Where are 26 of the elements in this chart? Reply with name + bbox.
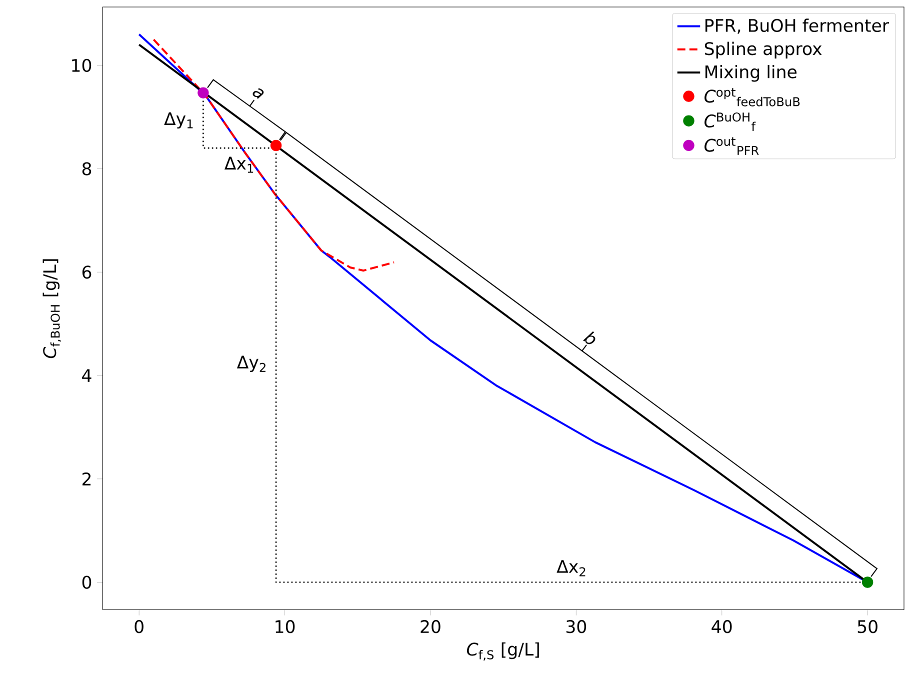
- y-tick-label: 10: [72, 58, 92, 72]
- legend-label: C$^{opt}$feedToBuB: [704, 88, 800, 106]
- annotation: Δy$_{2}$: [236, 356, 266, 372]
- legend-label: C$^{BuOH}$f: [704, 112, 756, 131]
- x-tick-label: 0: [134, 620, 144, 634]
- y-tick-label: 6: [82, 266, 92, 279]
- legend-label: C$^{out}$PFR: [704, 137, 759, 155]
- y-tick-label: 2: [82, 472, 91, 486]
- legend-label: Mixing line: [705, 64, 797, 82]
- y-tick-label: 8: [82, 162, 92, 176]
- annotation: Δx$_{2}$: [556, 560, 586, 576]
- x-axis-title: C$_{f,S}$ [g/L]: [466, 642, 539, 661]
- annotation: Δy$_{1}$: [164, 112, 193, 129]
- annotation: a: [252, 88, 264, 99]
- x-tick-label: 40: [712, 620, 732, 634]
- y-tick-label: 0: [82, 576, 92, 589]
- legend-label: PFR, BuOH fermenter: [705, 18, 890, 34]
- legend-label: Spline approx: [704, 42, 822, 59]
- x-tick-label: 30: [566, 620, 586, 634]
- annotation: b: [583, 331, 596, 344]
- y-axis-title: C$_{f,BuOH}$ [g/L]: [42, 259, 62, 358]
- x-tick-label: 20: [420, 620, 440, 634]
- x-tick-label: 50: [858, 620, 878, 634]
- annotation: Δx$_{1}$: [224, 156, 254, 173]
- x-tick-label: 10: [276, 620, 295, 634]
- y-tick-label: 4: [82, 369, 92, 382]
